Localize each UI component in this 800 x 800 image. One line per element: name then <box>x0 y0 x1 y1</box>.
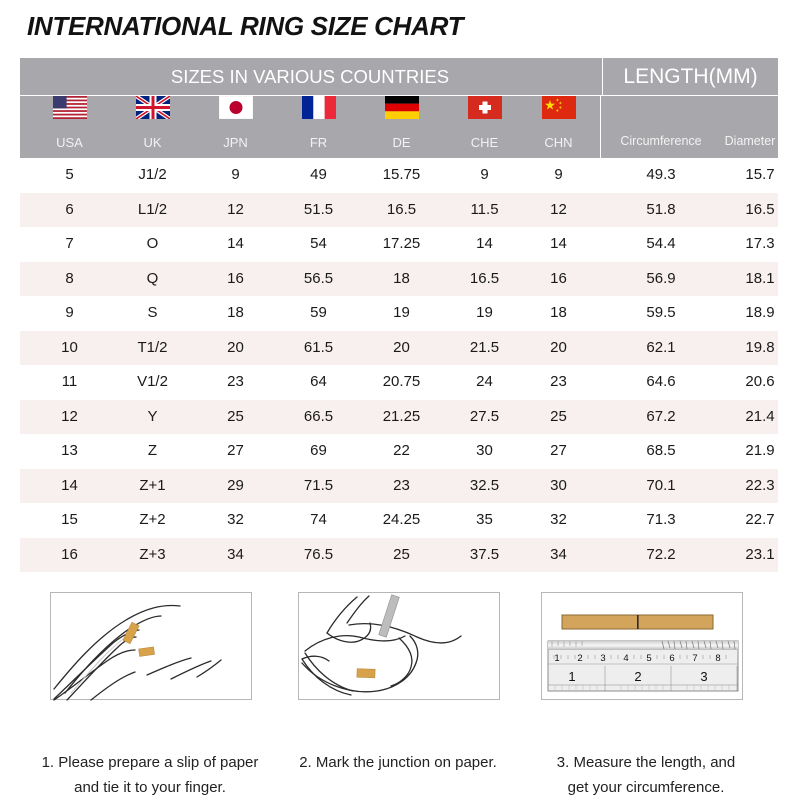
svg-text:7: 7 <box>692 653 697 664</box>
svg-text:1: 1 <box>568 669 575 684</box>
svg-text:5: 5 <box>646 653 651 664</box>
svg-text:3: 3 <box>700 669 707 684</box>
svg-text:2: 2 <box>577 653 582 664</box>
svg-text:1: 1 <box>554 653 559 664</box>
svg-text:4: 4 <box>623 653 628 664</box>
svg-text:3: 3 <box>600 653 605 664</box>
svg-text:6: 6 <box>669 653 674 664</box>
svg-text:8: 8 <box>715 653 720 664</box>
svg-text:2: 2 <box>634 669 641 684</box>
